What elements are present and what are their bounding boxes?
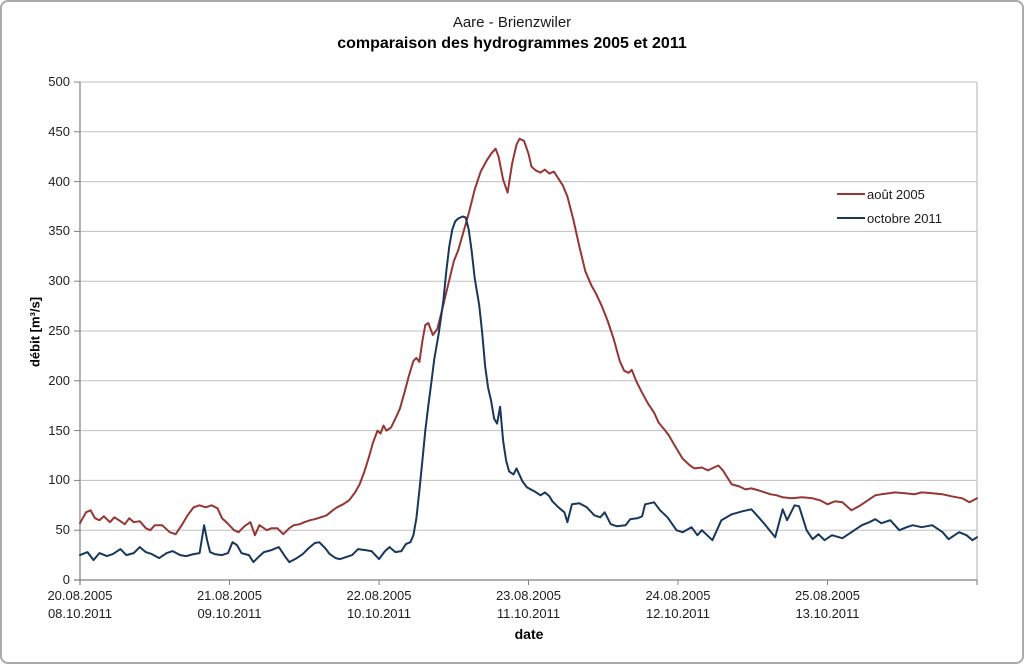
x-tick-date-2011: 08.10.2011 (47, 606, 113, 621)
y-tick-label-250: 250 (48, 323, 70, 338)
x-tick-label-1: 21.08.2005 09.10.2011 (155, 587, 305, 623)
chart-title: Aare - Brienzwiler (452, 14, 572, 31)
x-tick-label-4: 24.08.2005 12.10.2011 (603, 587, 753, 623)
y-tick-label-0: 0 (62, 572, 70, 587)
y-tick-label-200: 200 (48, 372, 70, 388)
x-tick-date-2005: 20.08.2005 (47, 588, 113, 603)
y-tick-label-100: 100 (48, 472, 70, 488)
x-tick-label-5: 25.08.2005 13.10.2011 (753, 587, 903, 623)
series-line-octobre-2011 (79, 215, 978, 564)
x-tick-label-2: 22.08.2005 10.10.2011 (304, 587, 454, 623)
y-tick-label-50: 50 (55, 522, 70, 538)
x-tick-date-2005: 24.08.2005 (645, 588, 711, 603)
x-tick-date-2005: 25.08.2005 (794, 588, 861, 603)
legend-line-swatch-octobre-2011 (837, 217, 865, 219)
legend-item-aout-2005: août 2005 (837, 186, 942, 202)
x-tick-date-2011: 11.10.2011 (496, 606, 561, 621)
x-tick-label-0: 20.08.2005 08.10.2011 (5, 587, 155, 623)
x-tick-date-2005: 21.08.2005 (196, 588, 263, 603)
x-tick-date-2005: 22.08.2005 (346, 588, 412, 603)
y-tick-label-300: 300 (48, 273, 70, 289)
x-tick-date-2005: 23.08.2005 (495, 588, 562, 603)
legend-label-octobre-2011: octobre 2011 (867, 210, 942, 226)
y-tick-label-450: 450 (48, 123, 70, 139)
y-axis-title: débit [m³/s] (27, 296, 43, 368)
legend-line-swatch-aout-2005 (837, 193, 865, 195)
legend: août 2005 octobre 2011 (837, 186, 942, 234)
y-tick-label-150: 150 (48, 422, 70, 438)
chart-subtitle: comparaison des hydrogrammes 2005 et 201… (337, 35, 687, 52)
series-line-aout-2005 (79, 137, 978, 537)
y-tick-label-400: 400 (48, 173, 70, 189)
x-tick-label-3: 23.08.2005 11.10.2011 (454, 587, 604, 623)
x-tick-date-2011: 13.10.2011 (795, 606, 860, 621)
x-tick-date-2011: 09.10.2011 (197, 606, 262, 621)
y-tick-label-350: 350 (48, 223, 70, 239)
legend-item-octobre-2011: octobre 2011 (837, 210, 942, 226)
x-tick-date-2011: 10.10.2011 (346, 606, 412, 621)
x-axis-title: date (514, 626, 544, 642)
legend-label-aout-2005: août 2005 (867, 186, 925, 202)
x-tick-date-2011: 12.10.2011 (645, 606, 711, 621)
y-tick-label-500: 500 (48, 74, 70, 89)
